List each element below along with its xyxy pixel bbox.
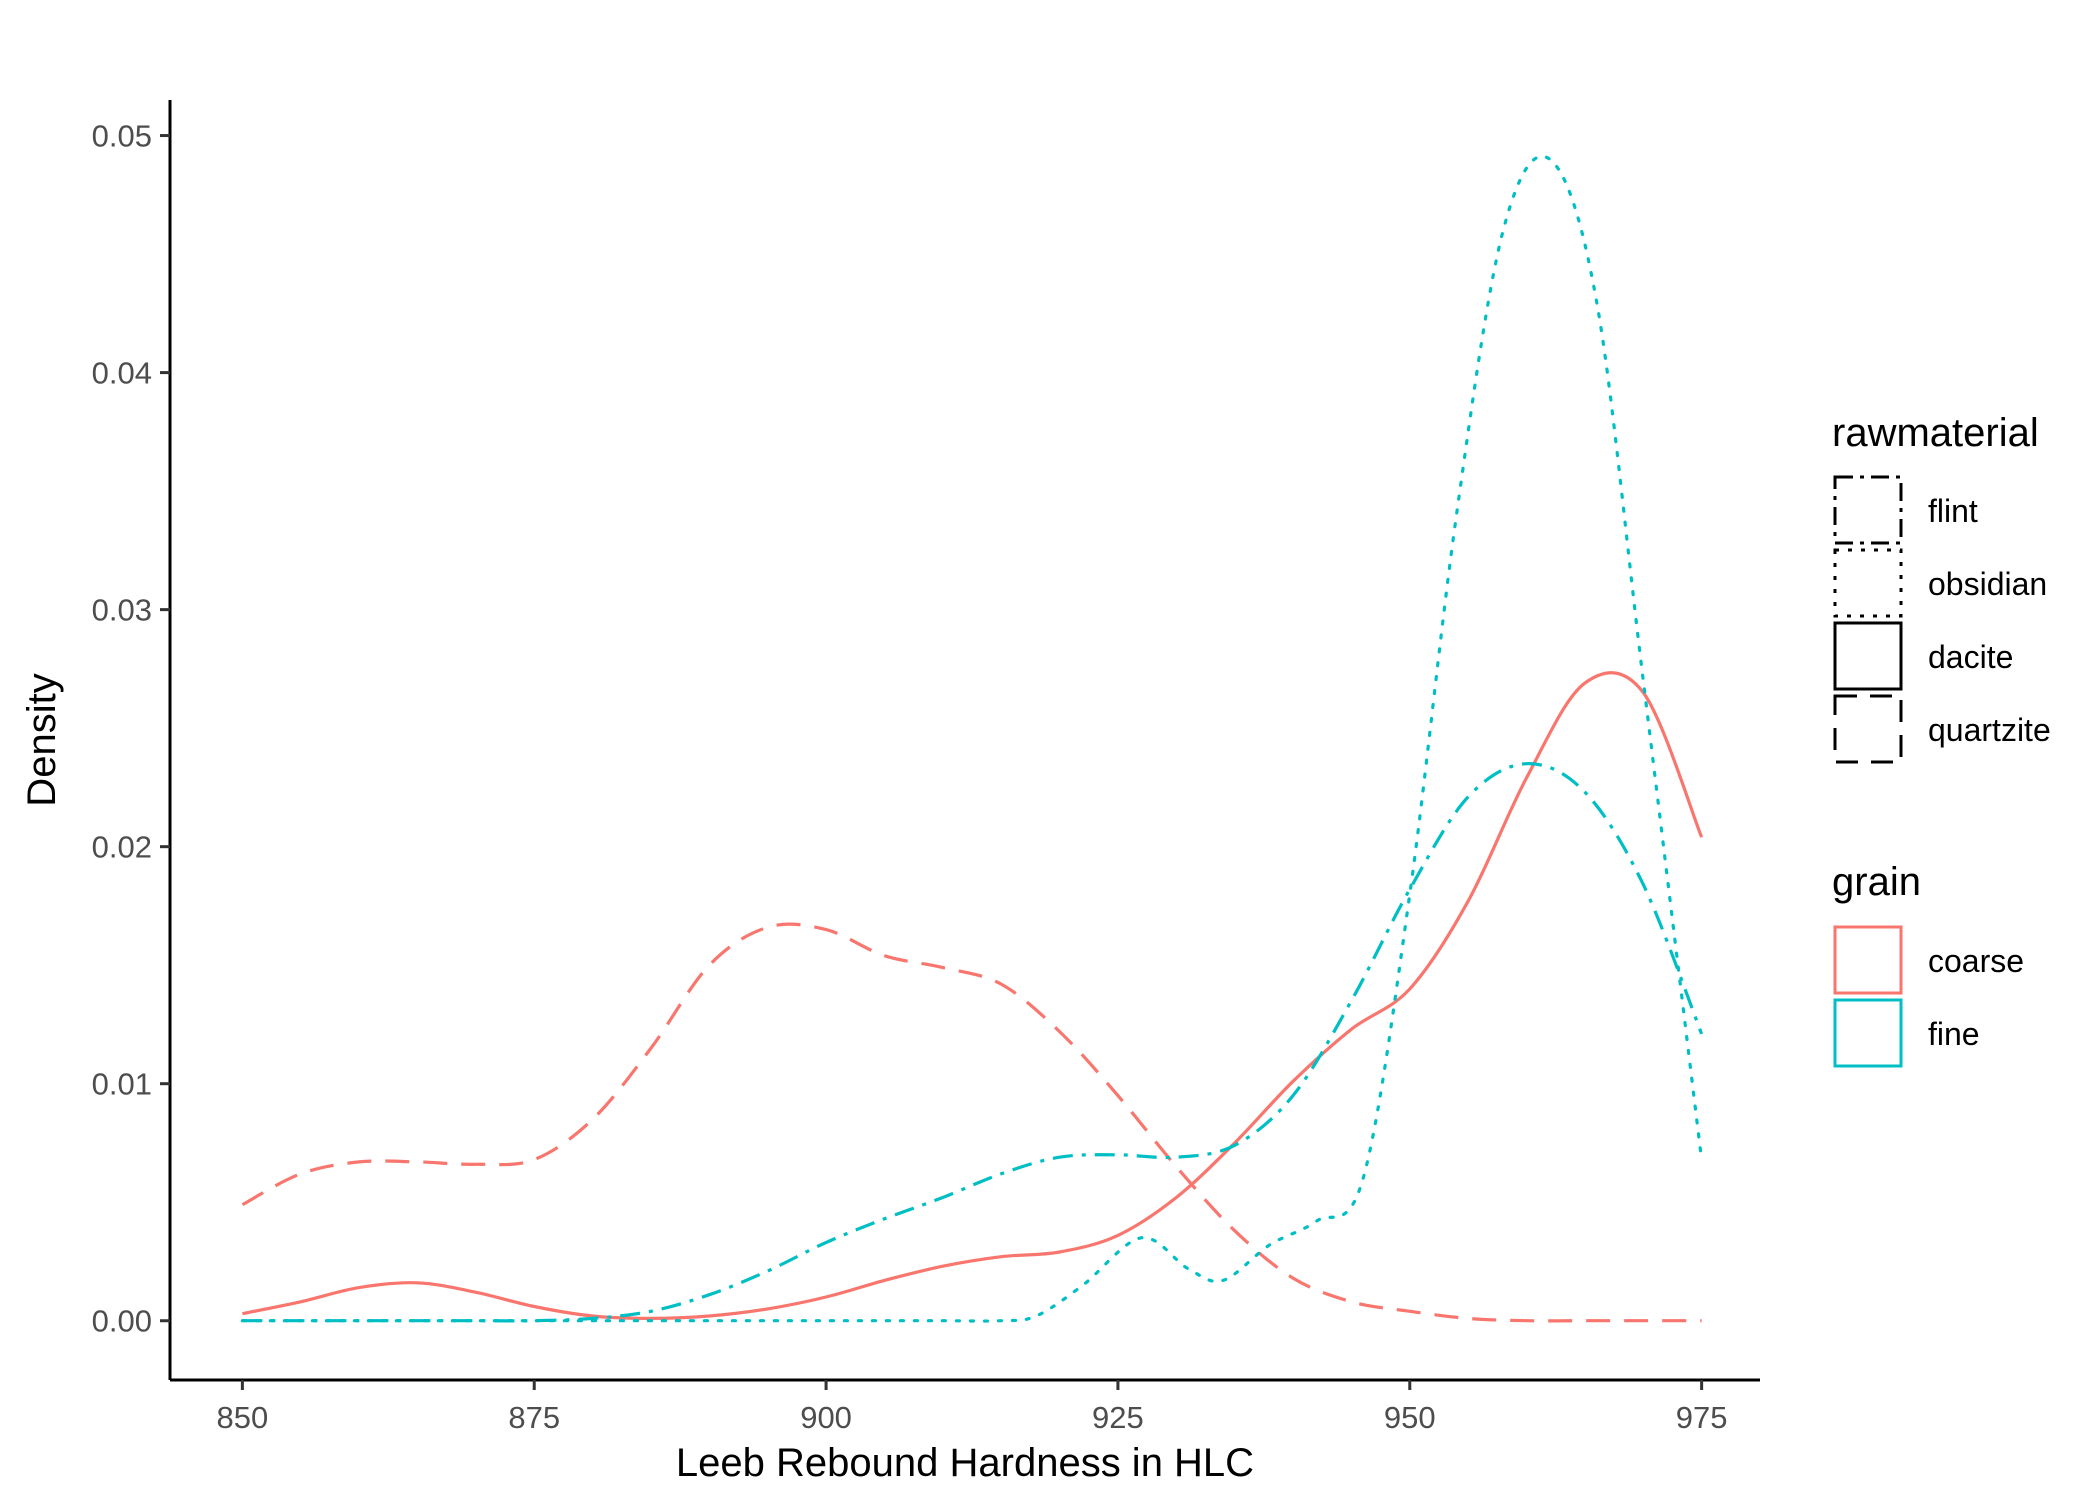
series-line-flint-fine xyxy=(242,762,1704,1323)
series-layer xyxy=(240,154,1704,1323)
series-line-quartzite-coarse xyxy=(241,922,1702,1323)
legend-label-obsidian: obsidian xyxy=(1928,566,2047,602)
legend-key-fine: fine xyxy=(1833,998,1980,1068)
legend-key-quartzite: quartzite xyxy=(1833,694,2051,764)
legend-label-quartzite: quartzite xyxy=(1928,712,2051,748)
y-tick-label: 0.02 xyxy=(92,830,152,865)
x-tick-label: 850 xyxy=(217,1400,269,1435)
x-tick-label: 950 xyxy=(1384,1400,1436,1435)
legend-rawmaterial: rawmaterial flint obsidian dacite quartz… xyxy=(1832,411,2051,764)
y-tick-label: 0.00 xyxy=(92,1304,152,1339)
y-tick-label: 0.04 xyxy=(92,356,152,391)
legend-label-coarse: coarse xyxy=(1928,943,2024,979)
y-tick-label: 0.05 xyxy=(92,119,152,154)
y-axis-title: Density xyxy=(20,673,64,806)
x-tick-label: 925 xyxy=(1092,1400,1144,1435)
legend-grain: grain coarse fine xyxy=(1832,860,2024,1068)
x-ticks: 850 875 900 925 950 975 xyxy=(217,1380,1728,1435)
y-tick-label: 0.01 xyxy=(92,1067,152,1102)
legend-grain-title: grain xyxy=(1832,860,1921,904)
series-line-dacite-coarse xyxy=(242,671,1704,1321)
x-tick-label: 900 xyxy=(800,1400,852,1435)
series-line-obsidian-fine xyxy=(240,154,1704,1323)
x-tick-label: 875 xyxy=(508,1400,560,1435)
y-ticks: 0.00 0.01 0.02 0.03 0.04 0.05 xyxy=(92,119,170,1339)
x-tick-label: 975 xyxy=(1676,1400,1728,1435)
legend-label-flint: flint xyxy=(1928,493,1978,529)
legend-key-obsidian: obsidian xyxy=(1833,548,2047,618)
x-axis-title: Leeb Rebound Hardness in HLC xyxy=(676,1441,1254,1485)
legend-key-coarse: coarse xyxy=(1833,925,2024,995)
legend-key-flint: flint xyxy=(1833,475,1978,545)
legend-label-fine: fine xyxy=(1928,1016,1980,1052)
y-tick-label: 0.03 xyxy=(92,593,152,628)
legend-key-dacite: dacite xyxy=(1833,621,2013,691)
legend-rawmaterial-title: rawmaterial xyxy=(1832,411,2039,455)
legend-label-dacite: dacite xyxy=(1928,639,2013,675)
